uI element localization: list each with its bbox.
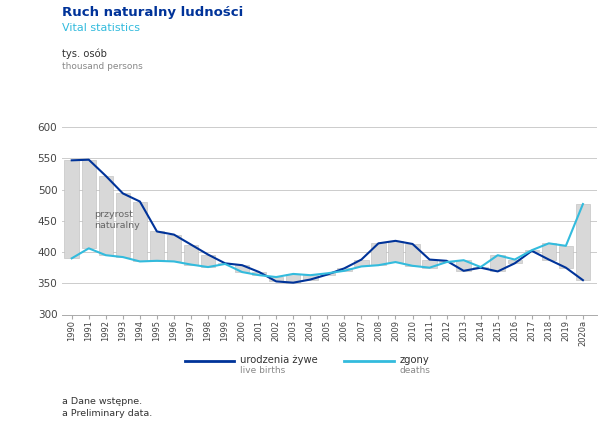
Text: przyrost
naturalny: przyrost naturalny — [94, 210, 140, 230]
Bar — [456, 260, 471, 271]
Bar — [405, 244, 420, 266]
Text: deaths: deaths — [400, 366, 430, 375]
Bar — [269, 277, 284, 281]
Bar — [354, 260, 368, 266]
Bar — [133, 201, 147, 261]
Text: thousand persons: thousand persons — [62, 62, 142, 71]
Bar — [184, 244, 198, 264]
Bar — [388, 241, 403, 262]
Bar — [149, 232, 164, 261]
Bar — [65, 160, 79, 258]
Bar — [491, 255, 505, 272]
Text: a Preliminary data.: a Preliminary data. — [62, 409, 152, 418]
Bar — [201, 255, 215, 267]
Bar — [303, 275, 317, 280]
Text: live births: live births — [240, 366, 285, 375]
Text: Ruch naturalny ludności: Ruch naturalny ludności — [62, 6, 243, 20]
Bar — [371, 244, 386, 265]
Bar — [235, 265, 249, 272]
Bar — [439, 261, 454, 262]
Bar — [167, 235, 181, 261]
Bar — [320, 273, 335, 275]
Bar — [525, 250, 539, 251]
Bar — [474, 267, 488, 268]
Text: Vital statistics: Vital statistics — [62, 23, 140, 34]
Bar — [542, 244, 556, 260]
Text: zgony: zgony — [400, 355, 429, 365]
Text: tys. osób: tys. osób — [62, 49, 106, 60]
Bar — [252, 272, 266, 275]
Bar — [576, 204, 590, 280]
Bar — [507, 260, 522, 264]
Text: a Dane wstępne.: a Dane wstępne. — [62, 397, 141, 406]
Bar — [558, 246, 573, 268]
Bar — [423, 260, 437, 268]
Bar — [98, 176, 113, 255]
Bar — [337, 268, 352, 271]
Text: urodzenia żywe: urodzenia żywe — [240, 355, 317, 365]
Bar — [286, 274, 301, 283]
Bar — [82, 160, 96, 248]
Bar — [116, 193, 130, 257]
